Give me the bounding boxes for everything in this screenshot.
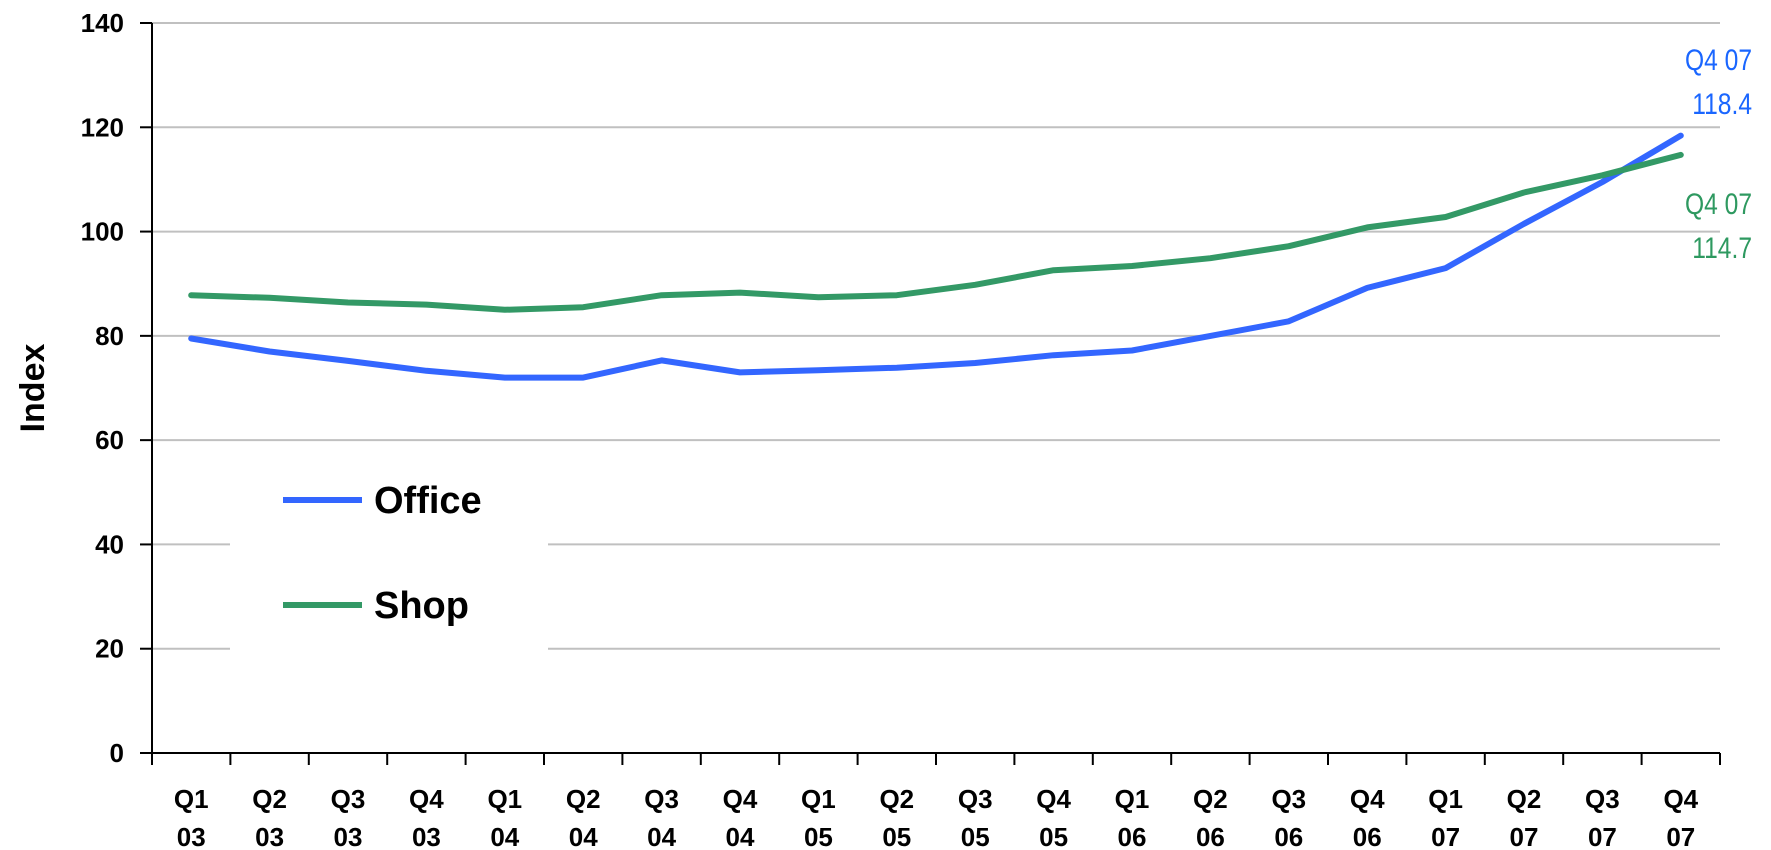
x-tick-label: Q4 03 xyxy=(409,784,444,850)
annotation-office: Q4 07 118.4 xyxy=(1685,43,1752,121)
x-axis-ticks: Q1 03 Q2 03 Q3 03 Q4 03 Q1 04 Q2 04 Q3 04 Q4 04 Q1 05 Q2 05… xyxy=(151,753,1721,850)
y-tick-label: 80 xyxy=(95,321,124,351)
x-tick-label: Q3 06 xyxy=(1271,784,1306,850)
y-tick-label: 100 xyxy=(81,217,124,247)
x-tick-label: Q1 04 xyxy=(487,784,522,850)
x-tick-label: Q1 05 xyxy=(801,784,836,850)
x-tick-label: Q3 03 xyxy=(331,784,366,850)
legend-background xyxy=(230,460,548,650)
x-tick-label: Q4 04 xyxy=(723,784,758,850)
annotation-shop: Q4 07 114.7 xyxy=(1685,187,1752,265)
legend-label-shop: Shop xyxy=(374,585,469,627)
annotation-line: 114.7 xyxy=(1692,231,1752,265)
x-tick-label: Q4 06 xyxy=(1350,784,1385,850)
annotation-line: Q4 07 xyxy=(1685,187,1752,221)
series-lines xyxy=(188,132,1684,381)
y-axis-ticks: 0 20 40 60 80 100 120 140 xyxy=(81,8,152,768)
y-tick-label: 20 xyxy=(95,634,124,664)
x-tick-label: Q1 03 xyxy=(174,784,209,850)
x-tick-label: Q4 05 xyxy=(1036,784,1071,850)
series-line-shop xyxy=(188,151,1684,313)
x-tick-label: Q4 07 xyxy=(1663,784,1698,850)
x-tick-label: Q2 05 xyxy=(879,784,914,850)
x-tick-label: Q3 05 xyxy=(958,784,993,850)
x-tick-label: Q2 07 xyxy=(1507,784,1542,850)
x-tick-label: Q3 07 xyxy=(1585,784,1620,850)
legend: Office Shop xyxy=(230,460,548,650)
y-tick-label: 140 xyxy=(81,8,124,38)
x-tick-label: Q2 03 xyxy=(252,784,287,850)
annotation-line: 118.4 xyxy=(1692,87,1752,121)
series-line-office xyxy=(188,132,1684,381)
y-tick-label: 0 xyxy=(110,738,124,768)
y-tick-label: 120 xyxy=(81,112,124,142)
legend-label-office: Office xyxy=(374,480,482,522)
x-tick-label: Q2 04 xyxy=(566,784,601,850)
y-tick-label: 60 xyxy=(95,425,124,455)
y-tick-label: 40 xyxy=(95,529,124,559)
annotation-line: Q4 07 xyxy=(1685,43,1752,77)
x-tick-label: Q1 07 xyxy=(1428,784,1463,850)
end-annotations: Q4 07 118.4 Q4 07 114.7 xyxy=(1685,43,1752,265)
x-tick-label: Q2 06 xyxy=(1193,784,1228,850)
x-tick-label: Q3 04 xyxy=(644,784,679,850)
x-tick-label: Q1 06 xyxy=(1115,784,1150,850)
y-axis-title: Index xyxy=(14,344,52,433)
